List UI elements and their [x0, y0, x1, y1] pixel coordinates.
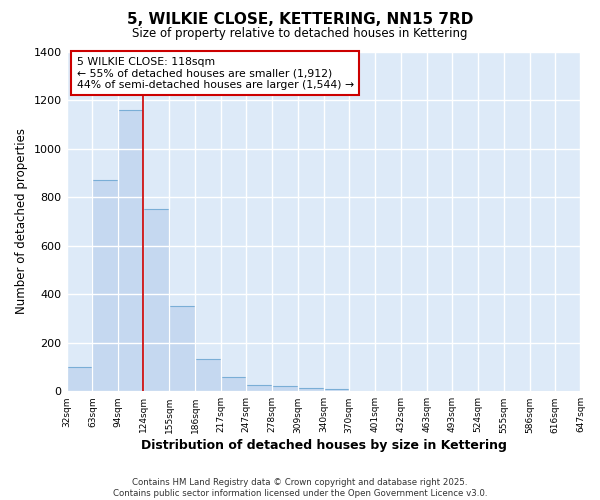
- Bar: [246, 385, 272, 392]
- Bar: [324, 390, 349, 392]
- Text: Contains HM Land Registry data © Crown copyright and database right 2025.
Contai: Contains HM Land Registry data © Crown c…: [113, 478, 487, 498]
- Bar: [298, 388, 324, 392]
- Text: Size of property relative to detached houses in Kettering: Size of property relative to detached ho…: [132, 28, 468, 40]
- Text: 5 WILKIE CLOSE: 118sqm
← 55% of detached houses are smaller (1,912)
44% of semi-: 5 WILKIE CLOSE: 118sqm ← 55% of detached…: [77, 56, 354, 90]
- X-axis label: Distribution of detached houses by size in Kettering: Distribution of detached houses by size …: [140, 440, 506, 452]
- Bar: [349, 390, 375, 392]
- Bar: [118, 110, 143, 392]
- Bar: [92, 180, 118, 392]
- Bar: [195, 358, 221, 392]
- Bar: [272, 386, 298, 392]
- Bar: [169, 306, 195, 392]
- Text: 5, WILKIE CLOSE, KETTERING, NN15 7RD: 5, WILKIE CLOSE, KETTERING, NN15 7RD: [127, 12, 473, 28]
- Y-axis label: Number of detached properties: Number of detached properties: [15, 128, 28, 314]
- Bar: [143, 210, 169, 392]
- Bar: [67, 367, 92, 392]
- Bar: [221, 377, 246, 392]
